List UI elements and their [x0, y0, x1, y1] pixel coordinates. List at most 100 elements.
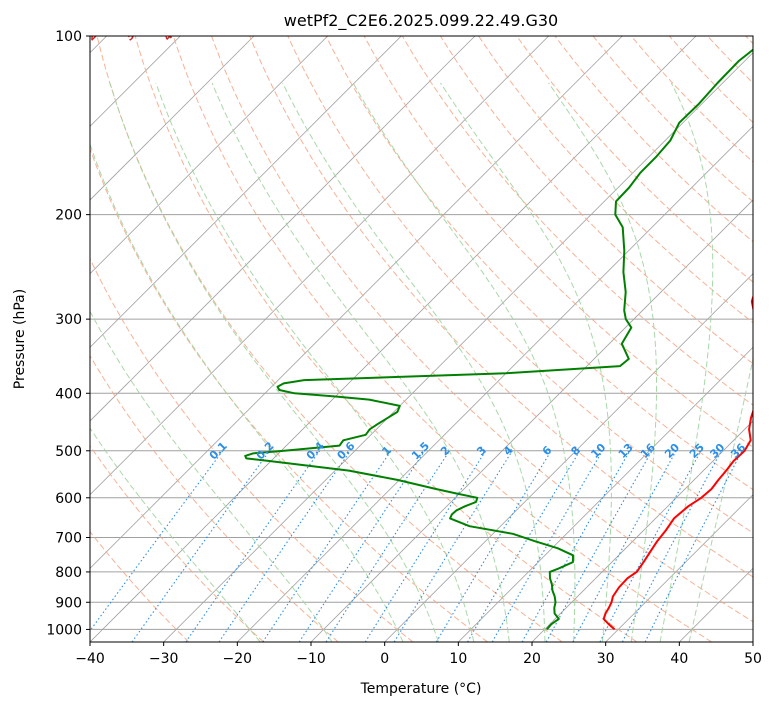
y-axis: 100 200 300 400 500 600 700 800 900 1000 — [46, 29, 90, 638]
isotherm-line — [605, 494, 753, 642]
mixing-ratio-line — [298, 450, 426, 642]
isotherm-line — [90, 36, 549, 496]
dry-adiabat-line — [249, 36, 753, 578]
dry-adiabat-line — [516, 36, 753, 283]
mixing-ratio-label: 1 — [379, 444, 394, 459]
y-tick-label-500: 500 — [55, 444, 82, 460]
x-tick-label-4: 0 — [380, 651, 389, 667]
dry-adiabat-line — [669, 36, 753, 124]
isotherm-line — [679, 567, 753, 642]
mixing-ratio-label: 3 — [474, 444, 489, 459]
x-tick-label-5: 10 — [449, 651, 467, 667]
sounding-line-2 — [244, 48, 753, 631]
y-tick-label-900: 900 — [55, 595, 82, 611]
dry-adiabat-label: 20 — [85, 23, 105, 43]
x-tick-label-2: −20 — [223, 651, 253, 667]
moist-adiabat-line — [440, 82, 612, 642]
dry-adiabat-line — [211, 36, 753, 623]
y-tick-label-400: 400 — [55, 386, 82, 402]
isotherm-line — [90, 36, 697, 642]
mixing-ratio-line — [364, 450, 487, 642]
y-tick-label-700: 700 — [55, 531, 82, 547]
moist-adiabats — [90, 82, 753, 642]
mixing-ratio-line — [185, 450, 321, 642]
x-tick-label-1: −30 — [149, 651, 179, 667]
y-tick-label-600: 600 — [55, 491, 82, 507]
dry-adiabat-line — [439, 36, 753, 365]
x-tick-label-7: 30 — [597, 651, 615, 667]
plot-frame — [89, 35, 754, 643]
mixing-ratio-label: 1.5 — [409, 439, 432, 462]
dry-adiabat-line — [172, 36, 712, 642]
isotherm-line — [163, 52, 753, 642]
isotherm-line — [531, 420, 753, 642]
mixing-ratio-label: 20 — [662, 441, 682, 461]
mixing-ratio-line — [435, 450, 552, 642]
mixing-ratio-line — [262, 450, 392, 642]
y-tick-label-800: 800 — [55, 565, 82, 581]
y-axis-label: Pressure (hPa) — [12, 289, 28, 389]
moist-adiabat-line — [109, 82, 439, 642]
mixing-ratio-line — [644, 450, 743, 642]
dry-adiabat-line — [478, 36, 753, 324]
isotherm-line — [384, 273, 753, 642]
mixing-ratio-label: 13 — [616, 441, 636, 461]
dry-adiabat-label: 40 — [161, 23, 181, 43]
mixing-ratio-line — [131, 450, 271, 642]
dry-adiabat-line — [592, 36, 753, 203]
isotherm-line — [90, 36, 328, 275]
dry-adiabat-label: 30 — [123, 23, 143, 43]
dry-adiabat-line — [745, 36, 753, 45]
mixing-ratio-line — [572, 450, 677, 642]
mixing-ratio-label: 0.4 — [304, 439, 327, 462]
mixing-ratio-line — [325, 450, 451, 642]
mixing-ratio-label: 10 — [588, 441, 608, 461]
isotherm-line — [90, 36, 402, 348]
y-tick-label-1000: 1000 — [46, 622, 82, 638]
mixing-ratio-line — [90, 450, 224, 632]
x-axis: −40 −30 −20 −10 0 10 20 30 40 50 — [75, 642, 762, 667]
moist-adiabat-line — [90, 310, 333, 642]
y-tick-label-300: 300 — [55, 312, 82, 328]
dry-adiabat-line — [287, 36, 753, 534]
isotherms — [90, 36, 753, 642]
dry-adiabat-line — [90, 354, 339, 642]
x-tick-label-6: 20 — [523, 651, 541, 667]
mixing-ratio-label: 0.6 — [335, 439, 358, 462]
mixing-ratio-line — [521, 450, 631, 642]
moist-adiabat-line — [282, 82, 546, 642]
dry-adiabat-line — [90, 530, 190, 642]
dry-adiabat-line — [707, 36, 753, 84]
dry-adiabat-line — [96, 36, 563, 642]
isotherm-line — [310, 199, 753, 642]
dry-adiabat-label: 0 — [11, 26, 26, 41]
dry-adiabat-line — [90, 444, 264, 642]
isotherm-line — [752, 641, 753, 642]
x-tick-label-8: 40 — [670, 651, 688, 667]
mixing-ratio-label: 16 — [638, 441, 658, 461]
mixing-ratio-line — [218, 450, 351, 642]
mixing-ratio-lines — [90, 450, 743, 642]
dry-adiabat-line — [90, 257, 414, 642]
plot-area: 0.10.20.40.611.52346810131620253036-100-… — [11, 23, 753, 642]
dry-adiabat-line — [554, 36, 753, 243]
moist-adiabat-line — [352, 82, 576, 642]
mixing-ratio-line — [545, 450, 653, 642]
mixing-ratio-label: 30 — [707, 441, 727, 461]
x-tick-label-0: −40 — [75, 651, 105, 667]
isotherm-line — [458, 346, 753, 642]
mixing-ratio-line — [599, 450, 702, 642]
pressure-gridlines — [90, 36, 753, 630]
x-tick-label-9: 50 — [744, 651, 762, 667]
moist-adiabat-line — [548, 82, 658, 642]
x-axis-label: Temperature (°C) — [360, 681, 482, 697]
moist-adiabat-line — [90, 427, 261, 642]
dry-adiabat-line — [401, 36, 753, 406]
y-tick-label-200: 200 — [55, 208, 82, 224]
sounding-line-1 — [602, 294, 753, 631]
dry-adiabat-line — [134, 36, 638, 642]
mixing-ratio-label: 25 — [687, 441, 707, 461]
moist-adiabat-line — [90, 142, 404, 642]
moist-adiabat-line — [659, 82, 714, 642]
